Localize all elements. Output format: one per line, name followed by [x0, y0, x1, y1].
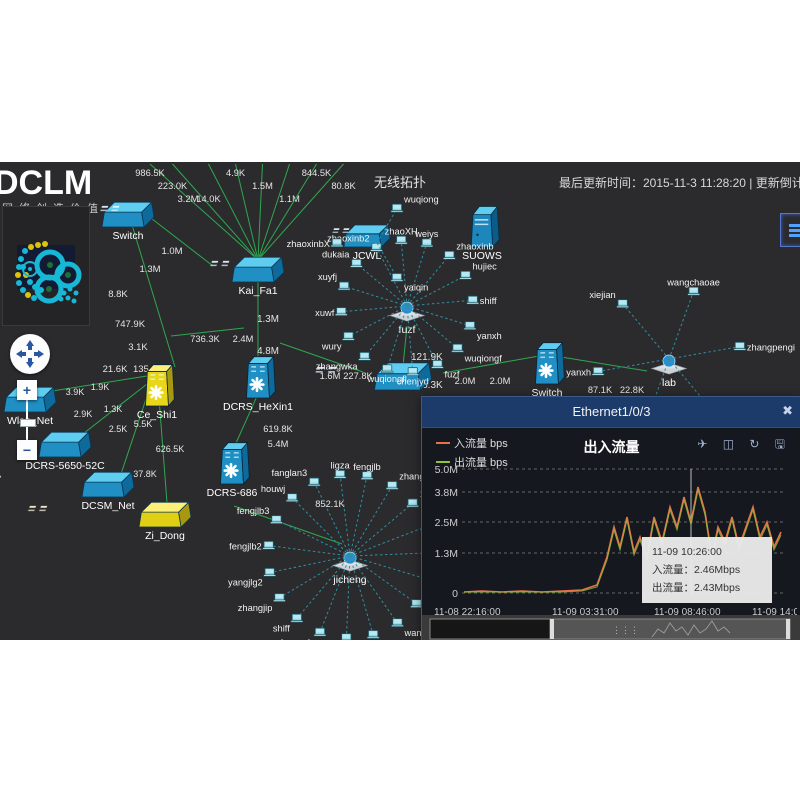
svg-text:223.0K: 223.0K [158, 181, 188, 191]
svg-text:Switch: Switch [113, 230, 144, 242]
svg-text:2.0M: 2.0M [490, 376, 511, 386]
svg-text:619.8K: 619.8K [263, 424, 293, 434]
svg-text:87.1K: 87.1K [588, 385, 613, 395]
svg-text:80.8K: 80.8K [331, 181, 356, 191]
svg-text:hujiec: hujiec [473, 262, 498, 272]
svg-text:yaiqin: yaiqin [404, 283, 428, 293]
svg-text:0: 0 [452, 588, 458, 600]
svg-text:Zi_Dong: Zi_Dong [145, 530, 185, 542]
svg-text:fuzf: fuzf [445, 370, 460, 380]
svg-text:jicheng: jicheng [332, 574, 366, 586]
svg-text:3.8M: 3.8M [435, 487, 458, 499]
svg-text:852.1K: 852.1K [315, 499, 345, 509]
svg-text:2.4M: 2.4M [233, 334, 254, 344]
svg-text:1.9K: 1.9K [91, 382, 110, 392]
svg-text:+: + [23, 382, 31, 398]
svg-text:1.3M: 1.3M [139, 264, 160, 275]
svg-text:zhaoXH: zhaoXH [385, 226, 418, 236]
svg-text:zhangjip: zhangjip [238, 603, 273, 613]
svg-text:yanxh: yanxh [477, 331, 502, 341]
svg-text:yanxh: yanxh [566, 368, 591, 378]
svg-text:21.6K: 21.6K [103, 364, 128, 375]
svg-text:xuwf: xuwf [315, 308, 335, 318]
svg-text:fengjlb: fengjlb [353, 462, 380, 472]
svg-text:wangchaoae: wangchaoae [666, 277, 720, 287]
svg-text:wury: wury [321, 342, 342, 352]
svg-text:2.9K: 2.9K [74, 409, 93, 419]
svg-text:Ce_Shi1: Ce_Shi1 [137, 409, 177, 421]
svg-text:14.0K: 14.0K [196, 194, 221, 204]
svg-text:zhaoxinbX: zhaoxinbX [287, 239, 330, 249]
svg-text:736.3K: 736.3K [190, 334, 220, 344]
svg-text:1.5M: 1.5M [252, 181, 273, 191]
svg-text:ligza: ligza [331, 461, 351, 471]
svg-text:xuyfj: xuyfj [318, 272, 337, 282]
svg-text:1.3K: 1.3K [104, 404, 123, 414]
svg-text:wuqiong: wuqiong [403, 194, 439, 204]
svg-text:626.5K: 626.5K [156, 444, 185, 454]
svg-text:2.5M: 2.5M [435, 517, 458, 529]
svg-text:dukaia: dukaia [322, 250, 350, 260]
svg-text:fanglan3: fanglan3 [272, 468, 308, 478]
svg-text:986.5K: 986.5K [135, 168, 165, 178]
svg-text:1.3M: 1.3M [257, 314, 279, 325]
svg-text:−: − [23, 442, 31, 458]
svg-text:5.0M: 5.0M [435, 464, 458, 476]
svg-text:Kai_Fa1: Kai_Fa1 [238, 285, 277, 297]
svg-text:844.5K: 844.5K [302, 168, 332, 178]
svg-text:SUOWS: SUOWS [462, 250, 502, 262]
svg-text:yangjlg2: yangjlg2 [228, 578, 263, 588]
svg-text:2.5K: 2.5K [109, 424, 128, 434]
svg-text:4.8M: 4.8M [257, 346, 279, 357]
svg-text:1.0M: 1.0M [161, 246, 182, 257]
svg-text:fengjlb3: fengjlb3 [237, 506, 270, 516]
svg-text:11-09 10:26:00: 11-09 10:26:00 [652, 546, 722, 558]
svg-text:wuqiongf: wuqiongf [464, 353, 503, 363]
svg-text:zhouywb: zhouywb [276, 637, 313, 640]
svg-text:4.9K: 4.9K [226, 168, 246, 178]
svg-text:zhangpengi: zhangpengi [747, 343, 795, 353]
svg-text:wuqiongfl: wuqiongfl [367, 374, 407, 384]
svg-text:3.9K: 3.9K [66, 387, 85, 397]
svg-text:DCRS-5650-52C: DCRS-5650-52C [25, 460, 105, 472]
svg-text:5.4M: 5.4M [268, 439, 289, 449]
svg-text:8.8K: 8.8K [108, 289, 128, 300]
svg-text:出流量：2.43Mbps: 出流量：2.43Mbps [652, 581, 740, 594]
svg-text:22.8K: 22.8K [620, 385, 645, 395]
svg-text:shiff: shiff [480, 296, 497, 306]
svg-text:DCRS_HeXin1: DCRS_HeXin1 [223, 401, 293, 413]
svg-text:shiff: shiff [273, 623, 290, 633]
svg-text:3.2M: 3.2M [177, 194, 198, 205]
svg-text:zhaoxinb: zhaoxinb [456, 241, 493, 251]
svg-text:lab: lab [662, 377, 676, 389]
svg-text:DCSM_Net: DCSM_Net [81, 500, 134, 512]
svg-text:1.3M: 1.3M [435, 548, 458, 560]
svg-text:DCRS-686: DCRS-686 [207, 487, 258, 499]
svg-text:3.1K: 3.1K [128, 342, 148, 353]
svg-text:入流量：2.46Mbps: 入流量：2.46Mbps [652, 563, 740, 576]
svg-text:houwj: houwj [261, 484, 285, 494]
svg-text:747.9K: 747.9K [115, 319, 146, 330]
svg-text:weiys: weiys [414, 229, 439, 239]
svg-text:fengjlb2: fengjlb2 [229, 542, 262, 552]
svg-text:37.8K: 37.8K [133, 469, 157, 479]
svg-text:xiejian: xiejian [589, 290, 615, 300]
svg-text:zhangwka: zhangwka [316, 362, 359, 372]
svg-text:⋮⋮⋮: ⋮⋮⋮ [612, 625, 639, 635]
